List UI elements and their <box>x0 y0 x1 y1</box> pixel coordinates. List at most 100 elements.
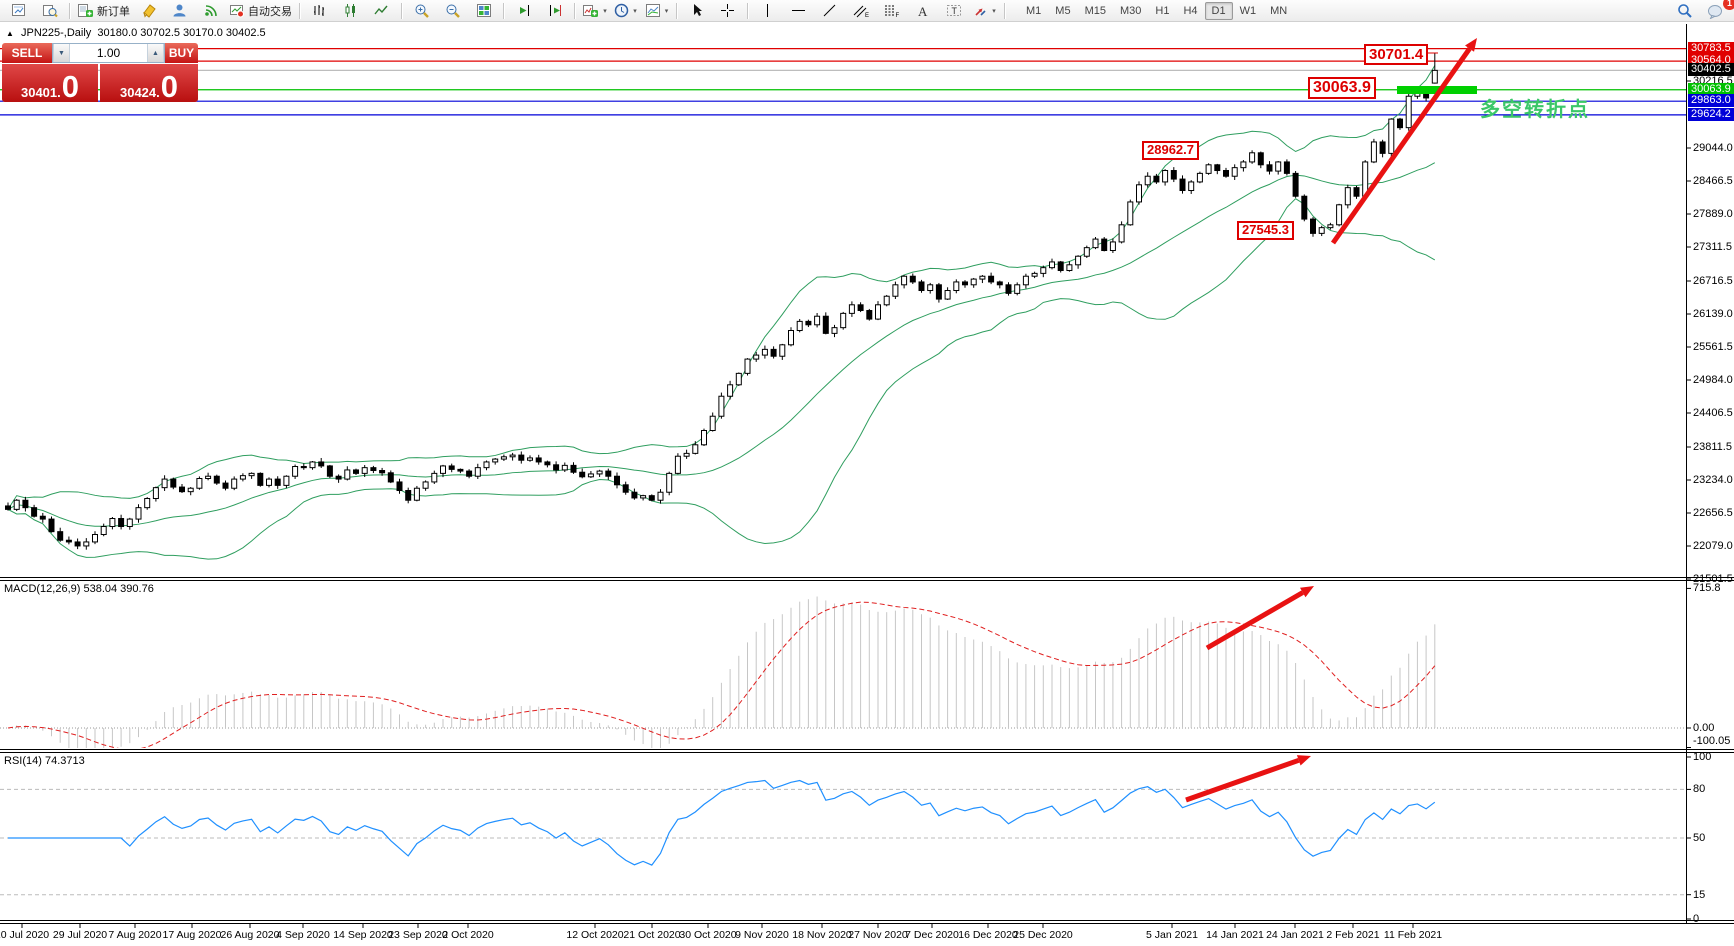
fibonacci-icon[interactable]: F <box>876 1 907 21</box>
text-label-icon[interactable]: T <box>938 1 969 21</box>
timeframe-button-M30[interactable]: M30 <box>1119 4 1142 17</box>
trend-arrows[interactable] <box>1185 38 1477 803</box>
tile-windows-icon[interactable] <box>468 1 499 21</box>
equidistant-channel-icon[interactable]: E <box>845 1 876 21</box>
text-icon[interactable]: A <box>907 1 938 21</box>
candles-group <box>5 53 1438 550</box>
cursor-icon[interactable] <box>681 1 712 21</box>
macd-pane-label: MACD(12,26,9) 538.04 390.76 <box>4 583 154 595</box>
price-axis-box: 29863.0 <box>1688 94 1734 108</box>
toolbar-separator <box>69 2 70 19</box>
price-axis-tick: 26139.0 <box>1693 308 1733 320</box>
line-chart-icon[interactable] <box>366 1 397 21</box>
candlestick-chart-icon[interactable] <box>335 1 366 21</box>
panel-collapse-icon[interactable]: ▲ <box>6 29 14 38</box>
sell-price-display[interactable]: 30401. 0 <box>2 64 98 102</box>
date-axis-label: 2 Feb 2021 <box>1326 929 1380 941</box>
price-axis-box: 30783.5 <box>1688 41 1734 55</box>
macd-scale-tick: 0.00 <box>1693 722 1715 734</box>
date-axis-label: 7 Aug 2020 <box>108 929 162 941</box>
chart-title: ▲ JPN225-,Daily 30180.0 30702.5 30170.0 … <box>6 27 266 39</box>
price-axis-tick: 22079.0 <box>1693 540 1733 552</box>
bar-chart-icon[interactable] <box>304 1 335 21</box>
date-axis-label: 25 Dec 2020 <box>1013 929 1073 941</box>
toolbar: 新订单 自动交易 ▾ ▾ ▾ E F A T ▾ M1 M5 M15 M30 H1 H4 D… <box>0 0 1734 22</box>
price-axis-tick: 25561.5 <box>1693 341 1733 353</box>
bollinger-bands <box>7 65 1436 560</box>
zoom-out-icon[interactable] <box>437 1 468 21</box>
date-axis-label: 30 Oct 2020 <box>679 929 737 941</box>
svg-text:E: E <box>865 13 869 18</box>
timeframe-button-M1[interactable]: M1 <box>1026 4 1042 17</box>
autotrading-label: 自动交易 <box>248 5 292 18</box>
sell-button[interactable]: SELL <box>2 43 52 63</box>
chat-icon <box>1708 4 1722 19</box>
metaeditor-icon[interactable] <box>133 1 164 21</box>
rsi-scale-tick: 50 <box>1693 832 1706 844</box>
date-axis-label: 11 Feb 2021 <box>1383 929 1443 941</box>
price-axis-tick: 27889.0 <box>1693 208 1733 220</box>
auto-scroll-icon[interactable] <box>508 1 539 21</box>
price-tag-label[interactable]: 30063.9 <box>1308 77 1376 100</box>
price-tag-label[interactable]: 27545.3 <box>1237 221 1294 240</box>
autotrading-button[interactable]: 自动交易 <box>226 1 295 21</box>
new-order-button[interactable]: 新订单 <box>74 1 133 21</box>
volume-control: ▼ 1.00 ▲ <box>52 43 165 63</box>
rsi-scale-tick: 80 <box>1693 783 1706 796</box>
support-zone-bar[interactable] <box>1397 86 1477 94</box>
timeframe-button-H4[interactable]: H4 <box>1183 4 1198 17</box>
price-tag-label[interactable]: 28962.7 <box>1142 141 1199 160</box>
community-icon[interactable] <box>164 1 195 21</box>
rsi-scale-tick: 15 <box>1693 888 1706 901</box>
date-axis-label: 26 Aug 2020 <box>220 929 280 941</box>
periods-button[interactable]: ▾ <box>610 1 641 21</box>
volume-down-button[interactable]: ▼ <box>53 44 70 62</box>
signals-icon[interactable] <box>195 1 226 21</box>
zoom-in-icon[interactable] <box>406 1 437 21</box>
indicators-icon <box>583 5 599 17</box>
timeframe-button-D1[interactable]: D1 <box>1204 1 1233 20</box>
rsi-line <box>8 779 1436 866</box>
indicators-button[interactable]: ▾ <box>579 1 610 21</box>
turning-point-annotation[interactable]: 多空转折点 <box>1480 99 1590 121</box>
toolbar-separator <box>299 2 300 19</box>
trendline-icon[interactable] <box>814 1 845 21</box>
templates-button[interactable]: ▾ <box>641 1 672 21</box>
search-icon[interactable] <box>1669 1 1700 21</box>
horizontal-line-icon[interactable] <box>783 1 814 21</box>
price-axis-tick: 24406.5 <box>1693 407 1733 419</box>
one-click-trading-panel: SELL ▼ 1.00 ▲ BUY 30401. 0 30424. 0 <box>2 43 198 102</box>
macd-scale-tick: 715.8 <box>1693 582 1721 595</box>
timeframe-button-MN[interactable]: MN <box>1270 4 1288 17</box>
macd-pane <box>0 596 1686 748</box>
date-axis-label: 14 Sep 2020 <box>333 929 393 941</box>
price-tag-label[interactable]: 30701.4 <box>1364 44 1429 66</box>
chart-shift-icon[interactable] <box>539 1 570 21</box>
new-chart-icon[interactable] <box>3 1 34 21</box>
toolbar-separator <box>574 2 575 19</box>
toolbar-separator <box>747 2 748 19</box>
toolbar-separator <box>676 2 677 19</box>
crosshair-icon[interactable] <box>712 1 743 21</box>
price-axis-box: 30402.5 <box>1688 63 1734 77</box>
templates-icon <box>645 4 660 17</box>
buy-price-big-digit: 0 <box>160 69 178 105</box>
timeframe-button-M15[interactable]: M15 <box>1084 4 1106 17</box>
volume-input[interactable]: 1.00 <box>96 46 121 60</box>
chat-notifications-button[interactable]: 1 <box>1700 0 1734 21</box>
price-axis-tick: 22656.5 <box>1693 507 1733 519</box>
price-axis-tick: 26716.5 <box>1693 275 1733 287</box>
vertical-line-icon[interactable] <box>752 1 783 21</box>
chart-profiles-icon[interactable] <box>34 1 65 21</box>
timeframe-button-M5[interactable]: M5 <box>1055 4 1071 17</box>
timeframe-button-H1[interactable]: H1 <box>1155 4 1170 17</box>
arrows-tool-button[interactable]: ▾ <box>969 1 1000 21</box>
buy-button[interactable]: BUY <box>165 43 198 63</box>
volume-up-button[interactable]: ▲ <box>147 44 164 62</box>
date-axis-label: 2 Oct 2020 <box>442 929 494 941</box>
buy-price-display[interactable]: 30424. 0 <box>100 64 198 102</box>
timeframe-button-W1[interactable]: W1 <box>1239 4 1257 17</box>
